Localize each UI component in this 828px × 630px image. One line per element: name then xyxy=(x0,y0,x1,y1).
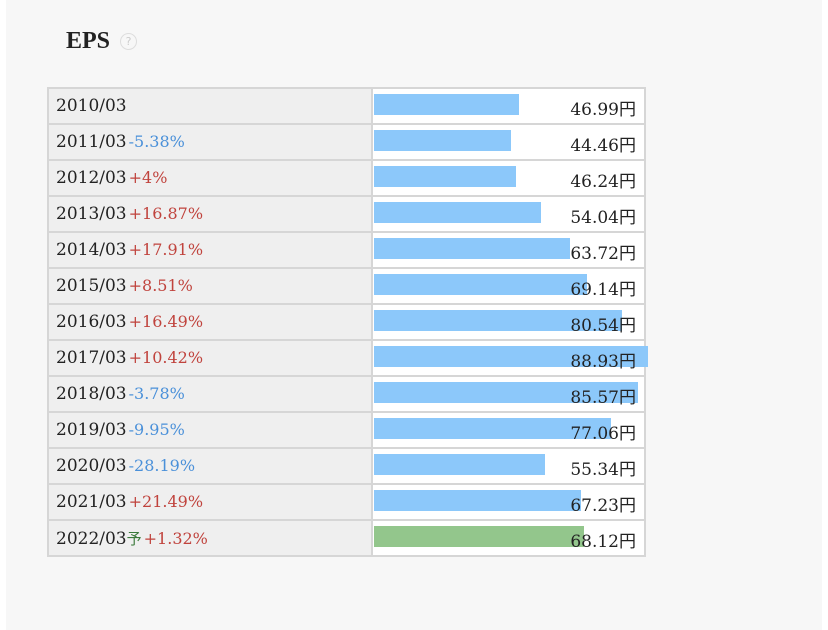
change-label: -5.38% xyxy=(128,132,185,151)
change-label: +1.32% xyxy=(143,528,208,548)
change-label: +16.49% xyxy=(128,312,204,331)
eps-row: 2020/03 -28.19% 55.34円 xyxy=(47,447,647,485)
change-label: +8.51% xyxy=(128,276,193,295)
year-cell: 2015/03 +8.51% xyxy=(47,267,373,305)
year-label: 2010/03 xyxy=(56,96,127,116)
change-label: +17.91% xyxy=(128,240,204,259)
value-label: 88.93円 xyxy=(570,352,636,372)
eps-row: 2021/03 +21.49% 67.23円 xyxy=(47,483,647,521)
year-cell: 2010/03 xyxy=(47,87,373,125)
value-label: 46.99円 xyxy=(570,100,636,120)
change-label: -9.95% xyxy=(128,420,185,439)
year-cell: 2019/03 -9.95% xyxy=(47,411,373,449)
eps-bar xyxy=(373,94,519,115)
value-label: 68.12円 xyxy=(570,532,636,552)
bar-cell: 68.12円 xyxy=(370,519,647,557)
value-label: 63.72円 xyxy=(570,244,636,264)
value-label: 80.54円 xyxy=(570,316,636,336)
eps-bar xyxy=(373,346,648,367)
year-cell: 2014/03 +17.91% xyxy=(47,231,373,269)
year-label: 2017/03 xyxy=(56,348,127,368)
year-label: 2014/03 xyxy=(56,240,127,260)
year-cell: 2012/03 +4% xyxy=(47,159,373,197)
year-label: 2021/03 xyxy=(56,492,127,512)
forecast-bar xyxy=(373,526,584,547)
eps-bar xyxy=(373,490,581,511)
year-label: 2022/03 xyxy=(56,528,127,549)
eps-row: 2012/03 +4% 46.24円 xyxy=(47,159,647,197)
year-cell: 2018/03 -3.78% xyxy=(47,375,373,413)
eps-bar xyxy=(373,166,516,187)
value-label: 69.14円 xyxy=(570,280,636,300)
bar-cell: 54.04円 xyxy=(370,195,647,233)
eps-bar xyxy=(373,130,511,151)
change-label: +10.42% xyxy=(128,348,204,367)
eps-row: 2010/03 46.99円 xyxy=(47,87,647,125)
year-label: 2018/03 xyxy=(56,384,127,404)
eps-row: 2014/03 +17.91% 63.72円 xyxy=(47,231,647,269)
eps-table: 2010/03 46.99円 2011/03 -5.38% 44.46円 2012/03 +… xyxy=(47,87,648,557)
bar-cell: 67.23円 xyxy=(370,483,647,521)
year-cell: 2017/03 +10.42% xyxy=(47,339,373,377)
eps-bar xyxy=(373,238,570,259)
value-label: 44.46円 xyxy=(570,136,636,156)
value-label: 46.24円 xyxy=(570,172,636,192)
eps-row: 2016/03 +16.49% 80.54円 xyxy=(47,303,647,341)
change-label: -28.19% xyxy=(128,456,196,475)
bar-cell: 77.06円 xyxy=(370,411,647,449)
eps-bar xyxy=(373,454,545,475)
value-label: 55.34円 xyxy=(570,460,636,480)
bar-cell: 85.57円 xyxy=(370,375,647,413)
change-label: +21.49% xyxy=(128,492,204,511)
year-label: 2011/03 xyxy=(56,132,127,152)
eps-row: 2019/03 -9.95% 77.06円 xyxy=(47,411,647,449)
eps-bar xyxy=(373,274,587,295)
bar-cell: 69.14円 xyxy=(370,267,647,305)
bar-cell: 44.46円 xyxy=(370,123,647,161)
eps-row: 2015/03 +8.51% 69.14円 xyxy=(47,267,647,305)
bar-cell: 80.54円 xyxy=(370,303,647,341)
year-cell: 2011/03 -5.38% xyxy=(47,123,373,161)
eps-row: 2017/03 +10.42% 88.93円 xyxy=(47,339,648,377)
eps-bar xyxy=(373,418,611,439)
bar-cell: 46.99円 xyxy=(370,87,647,125)
year-cell: 2021/03 +21.49% xyxy=(47,483,373,521)
eps-bar xyxy=(373,202,541,223)
year-label: 2015/03 xyxy=(56,276,127,296)
bar-cell: 88.93円 xyxy=(370,339,648,377)
value-label: 67.23円 xyxy=(570,496,636,516)
value-label: 85.57円 xyxy=(570,388,636,408)
year-label: 2013/03 xyxy=(56,204,127,224)
bar-cell: 63.72円 xyxy=(370,231,647,269)
eps-bar xyxy=(373,382,638,403)
eps-row: 2011/03 -5.38% 44.46円 xyxy=(47,123,647,161)
year-label: 2016/03 xyxy=(56,312,127,332)
change-label: +16.87% xyxy=(128,204,204,223)
eps-row: 2022/03予 +1.32% 68.12円 xyxy=(47,519,647,557)
year-cell: 2022/03予 +1.32% xyxy=(47,519,373,557)
forecast-mark: 予 xyxy=(126,529,142,548)
eps-row: 2018/03 -3.78% 85.57円 xyxy=(47,375,647,413)
year-label: 2012/03 xyxy=(56,168,127,188)
change-label: -3.78% xyxy=(128,384,185,403)
eps-title: EPS ? xyxy=(66,28,138,55)
change-label: +4% xyxy=(128,168,168,187)
help-question-icon[interactable]: ? xyxy=(120,33,138,50)
year-label: 2019/03 xyxy=(56,420,127,440)
eps-bar xyxy=(373,310,622,331)
year-cell: 2020/03 -28.19% xyxy=(47,447,373,485)
value-label: 77.06円 xyxy=(570,424,636,444)
year-cell: 2016/03 +16.49% xyxy=(47,303,373,341)
chart-title: EPS xyxy=(66,28,111,54)
eps-row: 2013/03 +16.87% 54.04円 xyxy=(47,195,647,233)
value-label: 54.04円 xyxy=(570,208,636,228)
year-label: 2020/03 xyxy=(56,456,127,476)
bar-cell: 55.34円 xyxy=(370,447,647,485)
bar-cell: 46.24円 xyxy=(370,159,647,197)
year-cell: 2013/03 +16.87% xyxy=(47,195,373,233)
